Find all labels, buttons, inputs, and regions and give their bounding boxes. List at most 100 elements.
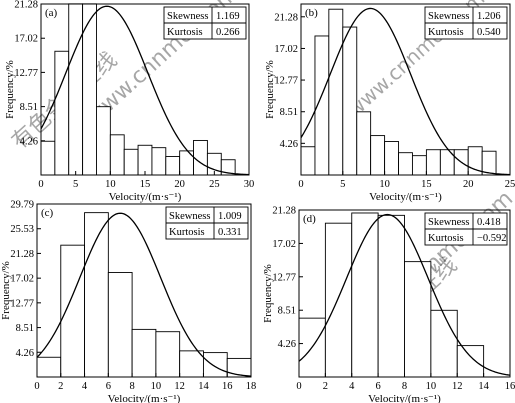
y-axis-label: Frequency/% — [0, 261, 12, 320]
x-tick-label: 12 — [174, 381, 185, 392]
x-tick-label: 10 — [379, 179, 390, 190]
histogram-bar — [155, 331, 181, 378]
y-tick-label: 21.28 — [274, 12, 298, 23]
x-tick-label: 4 — [82, 381, 88, 392]
y-tick-label: 4.26 — [278, 339, 296, 350]
histogram-bar — [411, 155, 427, 176]
y-tick-label: 21.28 — [10, 249, 34, 260]
panel-a: 0 5 10 15 20 25 30 4.26 8.51 12.77 17.02 21.28 Veloc… — [4, 0, 254, 203]
x-tick-label: 8 — [402, 381, 407, 392]
histogram-bar — [84, 212, 109, 378]
stats-value: 1.206 — [477, 11, 501, 22]
y-tick-label: 17.02 — [14, 34, 38, 45]
x-tick-label: 16 — [505, 381, 515, 392]
stats-name: Kurtosis — [167, 27, 203, 38]
x-tick-label: 18 — [246, 381, 257, 392]
histogram-bar — [40, 140, 56, 176]
y-axis-label: Frequency/% — [262, 264, 274, 323]
y-axis-label: Frequency/% — [264, 60, 276, 119]
x-tick-label: 12 — [452, 381, 463, 392]
histogram-bar — [384, 141, 400, 176]
histogram-bar — [300, 146, 316, 176]
x-tick-label: 10 — [426, 381, 437, 392]
x-tick-label: 15 — [421, 179, 432, 190]
y-tick-label: 8.51 — [20, 102, 38, 113]
panel-label: (d) — [303, 213, 316, 225]
x-tick-label: 20 — [463, 179, 474, 190]
x-tick-label: 14 — [478, 381, 489, 392]
y-tick-label: 17.02 — [10, 274, 34, 285]
x-tick-label: 2 — [58, 381, 63, 392]
histogram-bar — [60, 244, 86, 378]
x-tick-label: 10 — [151, 381, 162, 392]
stats-value: 0.331 — [218, 227, 242, 238]
y-axis-label: Frequency/% — [4, 60, 16, 119]
y-tick-label: 12.77 — [274, 76, 298, 87]
stats-value: 1.169 — [216, 11, 240, 22]
y-tick-label: 8.51 — [280, 107, 298, 118]
panel-label: (b) — [305, 7, 318, 19]
histogram-bar — [328, 8, 344, 176]
histogram-bar — [109, 134, 125, 176]
x-tick-label: 5 — [73, 179, 78, 190]
panel-d: 0 2 4 6 8 10 12 14 16 4.26 8.51 12.77 17.02 21.28 Velo… — [262, 206, 515, 403]
x-tick-label: 8 — [129, 381, 134, 392]
stats-table: Skewness 0.418 Kurtosis −0.592 — [424, 212, 508, 246]
x-axis-label: Velocity/(m·s⁻¹) — [108, 393, 181, 403]
panel-b: 0 5 10 15 20 25 4.26 8.51 12.77 17.02 21.28 Velocit… — [264, 3, 515, 203]
plot-frame — [36, 203, 252, 378]
histogram-bar — [68, 3, 84, 176]
x-axis-label: Velocity/(m·s⁻¹) — [368, 393, 441, 403]
fit-curve — [300, 7, 511, 176]
stats-value: 0.266 — [216, 27, 240, 38]
fit-curve — [36, 212, 252, 377]
stats-value: −0.592 — [477, 233, 507, 244]
histogram-bar — [131, 328, 157, 378]
x-tick-label: 25 — [505, 179, 515, 190]
histogram-bar — [107, 272, 133, 378]
y-tick-label: 17.02 — [274, 44, 298, 55]
x-tick-label: 6 — [376, 381, 381, 392]
y-tick-label: 8.51 — [16, 323, 34, 334]
histogram-bar — [356, 111, 372, 176]
histogram-bar — [123, 148, 139, 176]
x-tick-label: 0 — [298, 179, 303, 190]
y-tick-label: 8.51 — [278, 306, 296, 317]
histogram-bar — [456, 345, 485, 378]
x-tick-label: 4 — [349, 381, 355, 392]
histogram-bar — [151, 147, 167, 176]
stats-table: Skewness 1.009 Kurtosis 0.331 — [165, 206, 249, 240]
panel-label: (a) — [45, 7, 58, 19]
stats-table: Skewness 1.169 Kurtosis 0.266 — [163, 6, 247, 40]
stats-name: Skewness — [428, 217, 469, 228]
histogram-bar — [377, 214, 405, 378]
y-tick-label: 21.28 — [14, 0, 38, 11]
plot-frame — [300, 3, 511, 176]
stats-name: Kurtosis — [428, 233, 464, 244]
stats-value: 0.540 — [477, 27, 501, 38]
y-tick-label: 12.77 — [272, 272, 296, 283]
histogram-bar — [96, 106, 111, 176]
panel-c: 0 2 4 6 8 10 12 14 16 18 4.26 8.51 12.77 17.02 21.28 25… — [0, 200, 256, 403]
y-tick-label: 29.79 — [10, 200, 34, 211]
stats-value: 0.418 — [477, 217, 501, 228]
stats-name: Skewness — [428, 11, 469, 22]
y-tick-label: 12.77 — [14, 68, 38, 79]
y-tick-label: 12.77 — [10, 298, 34, 309]
y-tick-label: 4.26 — [16, 348, 34, 359]
stats-name: Kurtosis — [169, 227, 205, 238]
x-tick-label: 0 — [38, 179, 43, 190]
histogram-bar — [425, 149, 441, 176]
stats-name: Kurtosis — [428, 27, 464, 38]
histogram-bar — [324, 222, 353, 378]
x-tick-label: 2 — [323, 381, 328, 392]
x-tick-label: 0 — [34, 381, 39, 392]
histogram-bar — [342, 26, 358, 176]
stats-table: Skewness 1.206 Kurtosis 0.540 — [424, 6, 508, 40]
x-tick-label: 30 — [244, 179, 255, 190]
x-axis-label: Velocity/(m·s⁻¹) — [369, 191, 442, 203]
y-tick-label: 4.26 — [280, 139, 298, 150]
panel-label: (c) — [41, 207, 54, 219]
histogram-bar — [36, 356, 62, 378]
